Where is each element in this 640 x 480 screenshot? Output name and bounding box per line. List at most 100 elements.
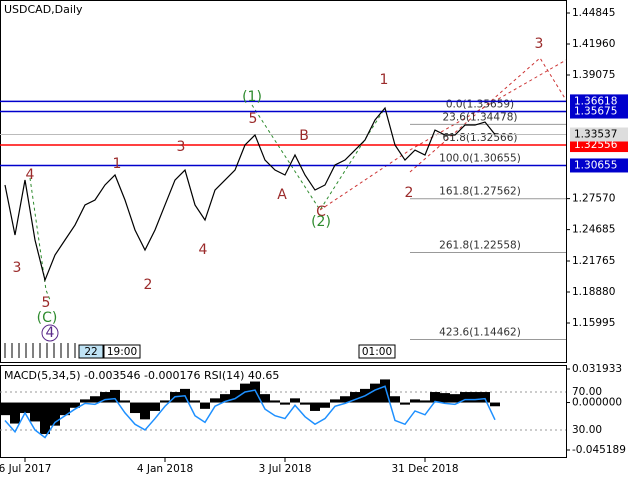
x-tick-label: 4 Jan 2018 xyxy=(137,463,193,475)
price-line xyxy=(4,106,496,283)
y-tick-label: 1.18880 xyxy=(572,286,615,298)
wave-label: 1 xyxy=(380,72,389,88)
macd-bar xyxy=(280,402,290,405)
x-tick-label: 31 Dec 2018 xyxy=(391,463,458,475)
macd-bar xyxy=(30,402,40,422)
period-marker xyxy=(103,344,141,359)
wave-label: 4 xyxy=(199,242,208,258)
macd-bar xyxy=(420,400,430,403)
y-tick-label: 0.031933 xyxy=(572,363,622,375)
macd-bar xyxy=(150,402,160,411)
period-marker xyxy=(358,344,396,359)
macd-bar xyxy=(160,400,170,403)
level-tag xyxy=(570,138,628,153)
macd-bar xyxy=(410,399,420,403)
macd-bar xyxy=(60,402,70,416)
wave-label: 4 xyxy=(26,167,35,183)
macd-bar xyxy=(0,402,10,416)
macd-bar xyxy=(380,379,390,403)
y-tick-label: 1.41960 xyxy=(572,38,615,50)
macd-bar xyxy=(400,402,410,405)
macd-bar xyxy=(310,402,320,411)
wave-label: (1) xyxy=(242,89,262,105)
macd-bar xyxy=(110,389,120,403)
macd-bar xyxy=(10,402,20,424)
macd-bar xyxy=(220,394,230,403)
chart-title: USDCAD,Daily xyxy=(4,3,83,16)
macd-bar xyxy=(120,400,130,403)
macd-bar xyxy=(340,396,350,403)
wave-label: 5 xyxy=(42,295,51,311)
wave-label: (C) xyxy=(37,310,58,326)
period-ticks xyxy=(4,343,76,358)
wave-label: 3 xyxy=(535,36,544,52)
wave-line xyxy=(29,177,51,301)
macd-bar xyxy=(250,381,260,403)
wave-label: 3 xyxy=(13,260,22,276)
macd-bar xyxy=(290,398,300,403)
y-tick-label: 1.27570 xyxy=(572,193,615,205)
fibo-label: 161.8(1.27562) xyxy=(439,186,521,198)
level-label: 1.30655 xyxy=(574,159,617,171)
x-tick-label: 6 Jul 2017 xyxy=(0,463,51,475)
wave-label: 1 xyxy=(113,156,122,172)
macd-bar xyxy=(390,396,400,403)
macd-bar xyxy=(230,389,240,403)
macd-bar xyxy=(90,396,100,403)
macd-bar xyxy=(480,392,490,403)
y-tick-label: 1.44845 xyxy=(572,7,615,19)
fibo-label: 61.8(1.32566) xyxy=(443,132,518,144)
macd-bar xyxy=(470,392,480,403)
wave-label: 3 xyxy=(177,139,186,155)
macd-bar xyxy=(210,398,220,403)
period-label: 01:00 xyxy=(362,346,392,358)
wave-label: 2 xyxy=(405,185,414,201)
period-marker xyxy=(78,344,104,359)
y2-tick-label: 30.00 xyxy=(572,424,602,436)
macd-bar xyxy=(430,392,440,403)
macd-bar xyxy=(440,393,450,403)
macd-bar xyxy=(240,383,250,403)
macd-bar xyxy=(350,392,360,403)
level-label: 1.35675 xyxy=(574,106,617,118)
y-tick-label: 1.24685 xyxy=(572,224,615,236)
macd-bar xyxy=(300,402,310,405)
wave-label: (2) xyxy=(311,214,331,230)
macd-bar xyxy=(140,402,150,420)
rsi-line xyxy=(4,385,496,439)
x-tick-label: 3 Jul 2018 xyxy=(259,463,312,475)
y-tick-label: 0.000000 xyxy=(572,397,622,409)
macd-bar xyxy=(320,402,330,408)
period-label: 19:00 xyxy=(107,346,137,358)
macd-bar xyxy=(260,394,270,403)
macd-bar xyxy=(70,402,80,408)
macd-bar xyxy=(490,402,500,407)
wave-line xyxy=(409,57,567,173)
macd-bar xyxy=(450,394,460,403)
wave-line xyxy=(319,59,567,211)
macd-bar xyxy=(330,399,340,403)
wave-label: C xyxy=(316,204,326,220)
wave-label: A xyxy=(277,187,287,203)
y-tick-label: 1.39075 xyxy=(572,69,615,81)
fibo-label: 423.6(1.14462) xyxy=(439,326,521,338)
macd-bar xyxy=(270,400,280,403)
period-label: 22 xyxy=(84,346,97,358)
macd-bar xyxy=(370,383,380,403)
annotation-ring xyxy=(41,324,59,342)
level-tag xyxy=(570,104,628,119)
fibo-label: 261.8(1.22558) xyxy=(439,239,521,251)
level-label: 1.32556 xyxy=(574,139,618,151)
macd-bar xyxy=(80,399,90,403)
y-tick-label: 1.21765 xyxy=(572,255,615,267)
fibo-label: 0.0(1.35659) xyxy=(446,99,514,111)
macd-bar xyxy=(190,400,200,403)
macd-bar xyxy=(20,402,30,414)
macd-bar xyxy=(460,392,470,403)
y-tick-label: -0.045189 xyxy=(572,444,626,456)
wave-label: B xyxy=(299,128,309,144)
last-price-label: 1.33537 xyxy=(574,129,617,141)
wave-label: 5 xyxy=(249,111,258,127)
fibo-label: 23.6(1.34478) xyxy=(443,111,518,123)
